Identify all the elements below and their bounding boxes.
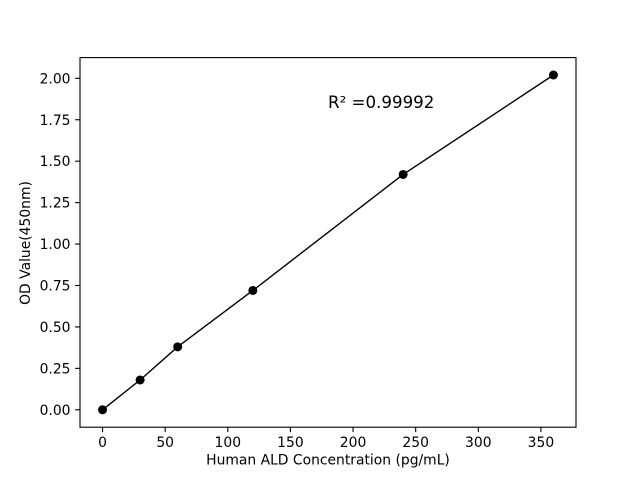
y-tick-label: 2.00 — [40, 71, 71, 87]
x-tick-label: 350 — [528, 435, 554, 451]
x-tick-label: 200 — [340, 435, 366, 451]
y-axis-label: OD Value(450nm) — [18, 181, 34, 305]
series-line — [102, 74, 554, 411]
plot-area-border — [79, 57, 577, 428]
data-point-marker — [135, 375, 145, 385]
x-tick-label: 100 — [215, 435, 241, 451]
y-tick-label: 1.75 — [40, 113, 71, 129]
x-tick-label: 250 — [402, 435, 428, 451]
data-point-marker — [548, 70, 558, 80]
y-tick-label: 0.25 — [40, 361, 71, 377]
r-squared-annotation: R² =0.99992 — [328, 93, 434, 112]
y-tick-label: 0.00 — [40, 403, 71, 419]
y-tick-label: 1.25 — [40, 196, 71, 212]
y-tick-label: 0.50 — [40, 320, 71, 336]
plot-geometry: 0 50 100 150 200 250 300 350 0.00 0.25 0.50 0.75 1.0… — [40, 57, 577, 451]
data-point-marker — [398, 169, 408, 179]
data-point-marker — [98, 405, 108, 415]
y-tick-label: 0.75 — [40, 279, 71, 295]
x-tick-label: 0 — [98, 435, 107, 451]
x-axis-label: Human ALD Concentration (pg/mL) — [206, 453, 450, 469]
data-point-marker — [173, 342, 183, 352]
y-tick-label: 1.50 — [40, 154, 71, 170]
x-tick-label: 50 — [156, 435, 174, 451]
x-tick-label: 300 — [465, 435, 491, 451]
y-tick-label: 1.00 — [40, 237, 71, 253]
data-point-marker — [248, 285, 258, 295]
x-tick-label: 150 — [277, 435, 303, 451]
